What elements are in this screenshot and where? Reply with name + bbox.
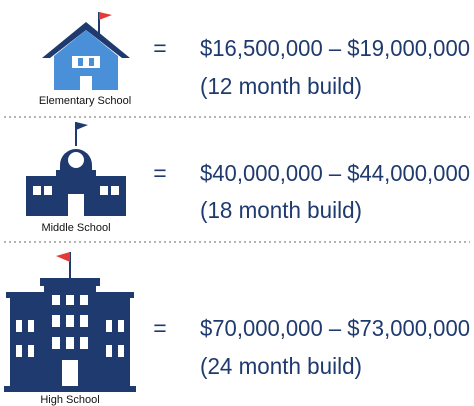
cost: $40,000,000 – $44,000,000	[200, 160, 470, 186]
duration: (12 month build)	[200, 73, 362, 99]
high-icon	[4, 252, 136, 392]
duration: (24 month build)	[200, 353, 362, 379]
elementary-icon	[42, 12, 130, 90]
cost: $16,500,000 – $19,000,000	[200, 35, 470, 61]
label: Elementary School	[39, 95, 131, 107]
duration: (18 month build)	[200, 197, 362, 223]
middle-icon	[26, 122, 126, 216]
cost: $70,000,000 – $73,000,000	[200, 315, 470, 341]
equals: =	[153, 315, 166, 341]
label: High School	[40, 394, 99, 406]
equals: =	[153, 160, 166, 186]
label: Middle School	[41, 222, 110, 234]
equals: =	[153, 35, 166, 61]
